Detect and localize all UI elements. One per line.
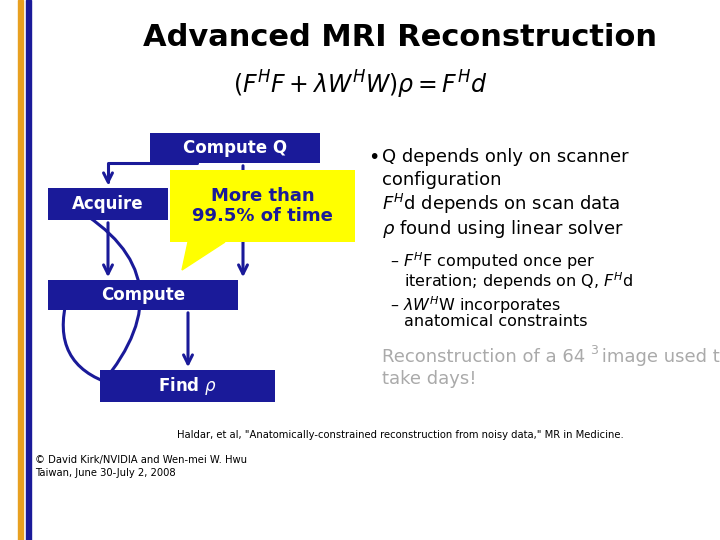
Text: © David Kirk/NVIDIA and Wen-mei W. Hwu
Taiwan, June 30-July 2, 2008: © David Kirk/NVIDIA and Wen-mei W. Hwu T… <box>35 455 247 478</box>
Text: $\rho$ found using linear solver: $\rho$ found using linear solver <box>382 218 624 240</box>
Text: More than
99.5% of time: More than 99.5% of time <box>192 187 333 225</box>
Text: Compute Q: Compute Q <box>183 139 287 157</box>
Text: – $F^H$F computed once per: – $F^H$F computed once per <box>390 250 595 272</box>
Bar <box>18 0 23 540</box>
Bar <box>170 170 355 242</box>
Text: •: • <box>368 148 379 167</box>
Text: $(F^H F + \lambda W^H W)\rho = F^H d$: $(F^H F + \lambda W^H W)\rho = F^H d$ <box>233 69 487 101</box>
Text: Acquire: Acquire <box>72 195 144 213</box>
Text: Q depends only on scanner
configuration: Q depends only on scanner configuration <box>382 148 629 189</box>
Text: take days!: take days! <box>382 370 477 388</box>
Polygon shape <box>182 242 225 270</box>
Bar <box>100 370 275 402</box>
Text: – $\lambda W^H$W incorporates: – $\lambda W^H$W incorporates <box>390 294 561 316</box>
Text: iteration; depends on Q, $F^H$d: iteration; depends on Q, $F^H$d <box>404 270 634 292</box>
Text: Find $\rho$: Find $\rho$ <box>158 375 217 397</box>
Text: image used to: image used to <box>596 348 720 366</box>
Text: Reconstruction of a 64: Reconstruction of a 64 <box>382 348 585 366</box>
Bar <box>48 188 168 220</box>
Bar <box>150 133 320 163</box>
Text: Advanced MRI Reconstruction: Advanced MRI Reconstruction <box>143 24 657 52</box>
Text: $F^H$d depends on scan data: $F^H$d depends on scan data <box>382 192 620 216</box>
Text: Compute: Compute <box>101 286 185 304</box>
Bar <box>26 0 31 540</box>
Text: 3: 3 <box>590 344 598 357</box>
Bar <box>48 280 238 310</box>
Text: Haldar, et al, "Anatomically-constrained reconstruction from noisy data," MR in : Haldar, et al, "Anatomically-constrained… <box>176 430 624 440</box>
Text: anatomical constraints: anatomical constraints <box>404 314 588 329</box>
